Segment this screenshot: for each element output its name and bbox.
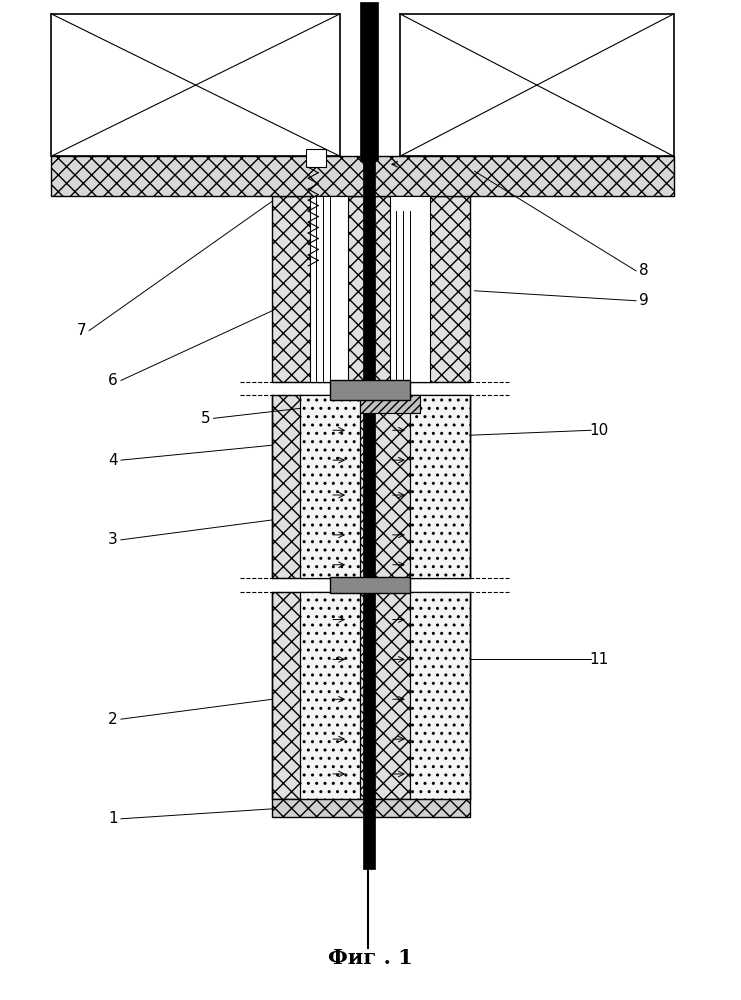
- Bar: [310, 196, 348, 382]
- Text: 7: 7: [76, 323, 86, 338]
- Text: 3: 3: [108, 532, 118, 547]
- Bar: [360, 395, 420, 413]
- Bar: [300, 592, 360, 799]
- Bar: [51, 14, 340, 156]
- Bar: [273, 196, 470, 382]
- Text: 2: 2: [108, 712, 118, 727]
- Text: 10: 10: [590, 423, 609, 438]
- Bar: [273, 799, 470, 817]
- Text: 6: 6: [108, 373, 118, 388]
- Text: Фиг . 1: Фиг . 1: [328, 948, 413, 968]
- Bar: [306, 149, 326, 167]
- Text: 9: 9: [639, 293, 649, 308]
- Bar: [363, 156, 375, 869]
- Bar: [273, 592, 470, 799]
- Bar: [410, 395, 470, 578]
- Bar: [410, 592, 470, 799]
- Bar: [300, 395, 360, 578]
- Text: 8: 8: [639, 263, 649, 278]
- Text: 11: 11: [590, 652, 609, 667]
- Text: 4: 4: [108, 453, 118, 468]
- Bar: [273, 395, 470, 578]
- Bar: [400, 14, 674, 156]
- Text: 5: 5: [201, 411, 210, 426]
- Bar: [360, 2, 378, 161]
- Text: 1: 1: [108, 811, 118, 826]
- Bar: [330, 380, 410, 400]
- Bar: [330, 577, 410, 593]
- Bar: [390, 196, 430, 382]
- Bar: [51, 156, 674, 196]
